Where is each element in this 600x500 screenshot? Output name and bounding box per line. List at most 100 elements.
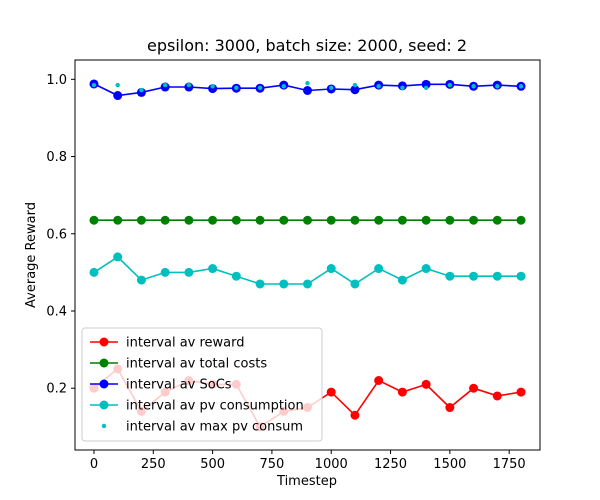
data-point (469, 215, 479, 225)
data-point (113, 91, 123, 101)
data-point (208, 215, 218, 225)
y-tick-label: 0.2 (46, 382, 67, 397)
x-tick-label: 1500 (433, 457, 466, 472)
legend-marker (99, 379, 109, 389)
y-tick-label: 0.6 (46, 227, 67, 242)
data-point (89, 267, 99, 277)
data-point (234, 85, 239, 91)
x-tick-label: 0 (90, 457, 98, 472)
x-axis-label: Timestep (276, 474, 337, 489)
data-point (374, 375, 384, 385)
data-point (136, 275, 146, 285)
x-tick-label: 1000 (315, 457, 348, 472)
plot-area-frame (74, 59, 541, 451)
data-point (281, 84, 286, 89)
legend-label: interval av max pv consum (126, 420, 303, 435)
legend-marker (99, 358, 109, 368)
data-point (184, 215, 194, 225)
x-tick-label: 500 (200, 457, 225, 472)
y-axis-ticks: 0.2 0.4 0.6 0.8 1.0 (46, 73, 75, 397)
legend-label: interval av total costs (126, 357, 267, 372)
data-point (492, 215, 502, 225)
data-point (186, 82, 192, 88)
data-point (184, 267, 194, 277)
data-point (492, 271, 502, 281)
legend-label: interval av pv consumption (126, 399, 304, 414)
data-point (303, 279, 312, 289)
data-point (374, 215, 384, 225)
data-point (400, 85, 405, 91)
data-point (136, 215, 146, 225)
data-point (326, 387, 336, 397)
data-point (397, 275, 407, 285)
legend: interval av reward interval av total cost… (81, 327, 323, 442)
legend-label: interval av reward (126, 336, 245, 351)
data-point (279, 279, 289, 289)
data-point (91, 82, 97, 88)
legend-item: interval av total costs (90, 357, 267, 372)
data-point (374, 264, 384, 274)
data-point (326, 215, 336, 225)
data-point (421, 379, 431, 389)
data-point (115, 82, 120, 88)
legend-marker (99, 337, 109, 347)
data-point (257, 85, 263, 91)
data-point (397, 215, 407, 225)
data-point (397, 387, 407, 397)
x-tick-label: 1250 (374, 457, 407, 472)
data-point (279, 215, 289, 225)
data-point (447, 82, 453, 88)
legend-item: interval av reward (90, 336, 245, 351)
data-point (136, 87, 146, 97)
data-point (305, 80, 310, 86)
data-point (516, 271, 526, 281)
data-point (303, 215, 312, 225)
x-tick-label: 250 (141, 457, 166, 472)
data-point (421, 215, 431, 225)
legend-box (81, 327, 323, 442)
data-point (445, 403, 455, 413)
y-tick-label: 0.4 (46, 304, 67, 319)
data-point (162, 82, 168, 88)
data-point (326, 264, 336, 274)
data-point (445, 215, 455, 225)
data-point (231, 271, 241, 281)
y-tick-label: 0.8 (46, 150, 67, 165)
series-interval-av-total-costs (89, 215, 526, 225)
y-tick-label: 1.0 (46, 73, 67, 88)
data-point (255, 215, 265, 225)
data-point (350, 279, 360, 289)
x-tick-label: 1750 (493, 457, 526, 472)
legend-label: interval av SoCs (126, 378, 232, 393)
data-point (255, 279, 265, 289)
legend-item: interval av pv consumption (90, 399, 304, 414)
data-point (210, 84, 215, 89)
data-point (350, 215, 360, 225)
data-point (113, 215, 123, 225)
data-point (423, 85, 429, 91)
legend-item: interval av max pv consum (101, 420, 303, 435)
data-point (350, 410, 360, 420)
data-point (113, 252, 123, 262)
data-point (350, 85, 360, 95)
data-point (469, 383, 479, 393)
series-interval-av-max-pv-consum (91, 80, 524, 93)
data-point (421, 79, 431, 89)
data-point (89, 215, 99, 225)
data-point (445, 271, 455, 281)
data-point (518, 84, 524, 89)
data-point (469, 271, 479, 281)
legend-marker (99, 400, 109, 410)
data-point (231, 215, 241, 225)
data-point (492, 391, 502, 401)
data-point (160, 215, 170, 225)
data-point (208, 84, 218, 94)
data-point (421, 264, 431, 274)
data-point (471, 84, 476, 89)
data-point (160, 267, 170, 277)
data-point (376, 84, 381, 89)
legend-item: interval av SoCs (90, 378, 232, 393)
data-point (329, 85, 334, 91)
data-point (516, 387, 526, 397)
